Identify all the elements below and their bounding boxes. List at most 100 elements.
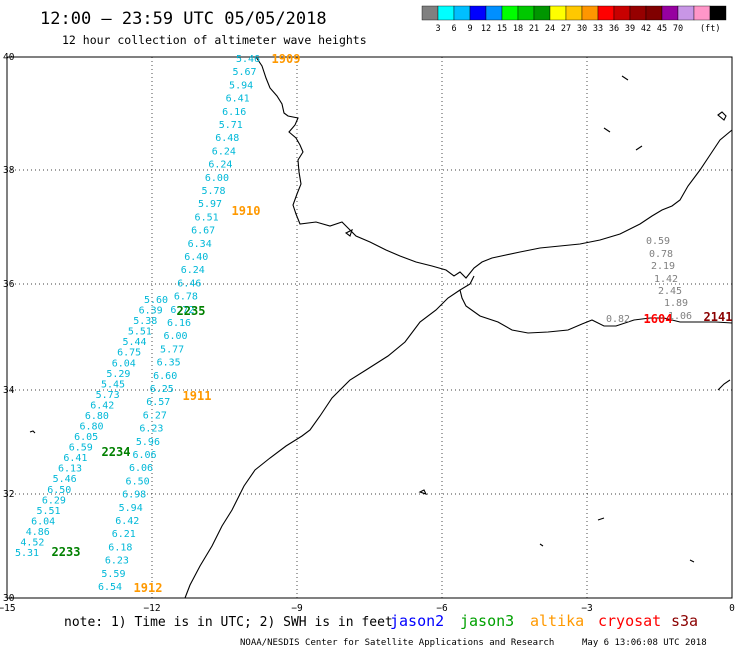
- swh-value: 1.06: [668, 311, 692, 322]
- latitude-tick: 32: [3, 489, 14, 500]
- satellite-name: s3a: [671, 612, 698, 630]
- swh-value: 6.24: [212, 146, 236, 157]
- swh-value: 4.86: [26, 527, 50, 538]
- color-swatch: [485, 5, 503, 21]
- swh-value: 1.89: [664, 298, 688, 309]
- island-madeira: [29, 430, 36, 434]
- swh-value: 5.38: [133, 316, 157, 327]
- swh-value: 6.80: [79, 422, 103, 433]
- swh-value: 6.27: [143, 410, 167, 421]
- swh-value: 6.72: [170, 305, 194, 316]
- color-swatch: [517, 5, 535, 21]
- satellite-name: altika: [530, 612, 584, 630]
- coast-africa-north: [459, 275, 733, 334]
- color-scale-label: 21: [529, 24, 539, 34]
- swh-value: 6.42: [90, 400, 114, 411]
- swh-value: 6.98: [122, 490, 146, 501]
- map-subtitle: 12 hour collection of altimeter wave hei…: [62, 33, 367, 47]
- map-title: 12:00 – 23:59 UTC 05/05/2018: [40, 9, 327, 29]
- swh-value: 6.18: [108, 542, 132, 553]
- swh-value: 6.39: [139, 306, 163, 317]
- timestamp: May 6 13:06:08 UTC 2018: [582, 638, 707, 648]
- color-swatch: [565, 5, 583, 21]
- coast-small-islands: [344, 75, 695, 563]
- pass-id: 1910: [232, 204, 261, 218]
- swh-value: 5.51: [128, 327, 152, 338]
- swh-value: 6.42: [115, 516, 139, 527]
- color-swatch: [501, 5, 519, 21]
- swh-value: 6.80: [85, 411, 109, 422]
- color-swatch: [629, 5, 647, 21]
- swh-value: 6.34: [188, 239, 212, 250]
- swh-value: 5.44: [122, 337, 146, 348]
- graticule: [7, 57, 732, 598]
- track-c-swh-values: 0.59 0.782.19 1.422.451.89 1.06 0.82: [606, 236, 692, 325]
- swh-value: 5.94: [119, 503, 143, 514]
- swh-value: 6.25: [150, 384, 174, 395]
- coast-atlas-inland: [717, 379, 731, 391]
- swh-value: 6.00: [164, 331, 188, 342]
- color-scale-label: 33: [593, 24, 603, 34]
- swh-value: 6.35: [157, 358, 181, 369]
- longitude-tick: −3: [581, 603, 592, 614]
- swh-value: 6.05: [74, 432, 98, 443]
- pass-id: 1909: [272, 52, 301, 66]
- pass-id: 2141: [704, 310, 733, 324]
- color-swatch: [709, 5, 727, 21]
- color-scale-label: 24: [545, 24, 555, 34]
- swh-value: 5.67: [233, 67, 257, 78]
- track-b-swh-values: 5.606.395.385.515.446.756.045.295.455.73…: [15, 295, 168, 559]
- color-scale-label: 27: [561, 24, 571, 34]
- swh-value: 0.59: [646, 236, 670, 247]
- swh-value: 6.04: [112, 358, 136, 369]
- swh-value: 6.23: [139, 424, 163, 435]
- latitude-tick: 30: [3, 593, 15, 604]
- swh-value: 6.04: [31, 516, 55, 527]
- color-scale-label: 42: [641, 24, 651, 34]
- swh-value: 6.24: [181, 265, 205, 276]
- pass-id: 1912: [134, 581, 163, 595]
- swh-value: 0.82: [606, 314, 630, 325]
- map-frame: [6, 56, 733, 599]
- color-scale-label: 9: [467, 24, 472, 34]
- swh-value: 6.75: [117, 348, 141, 359]
- color-swatch: [469, 5, 487, 21]
- swh-value: 6.00: [205, 173, 229, 184]
- swh-value: 6.16: [167, 318, 191, 329]
- color-scale-label: 18: [513, 24, 523, 34]
- longitude-tick: −15: [0, 603, 16, 614]
- color-scale-label: 36: [609, 24, 619, 34]
- latitude-tick: 38: [3, 165, 15, 176]
- satellite-name: jason3: [460, 612, 514, 630]
- swh-value: 6.06: [129, 463, 153, 474]
- satellite-legend: jason2 jason3 altika cryosat s3a: [390, 612, 698, 630]
- axis-tick-labels: −15 −12 −9 −6 −3 0 40 38 36 34 32 30: [0, 52, 735, 614]
- swh-value: 6.23: [105, 556, 129, 567]
- latitude-tick: 34: [3, 385, 15, 396]
- color-swatch: [437, 5, 455, 21]
- color-scale-label: 12: [481, 24, 491, 34]
- swh-value: 5.60: [144, 295, 168, 306]
- swh-value: 5.78: [201, 186, 225, 197]
- color-swatch: [597, 5, 615, 21]
- swh-value: 6.78: [174, 292, 198, 303]
- swh-value: 6.40: [184, 252, 208, 263]
- pass-id: 2235: [177, 304, 206, 318]
- swh-value: 5.45: [101, 379, 125, 390]
- color-scale-label: 15: [497, 24, 507, 34]
- color-scale-label: 45: [657, 24, 667, 34]
- swh-value: 5.73: [96, 390, 120, 401]
- swh-value: 6.41: [226, 94, 250, 105]
- swh-value: 6.67: [191, 226, 215, 237]
- color-swatch: [453, 5, 471, 21]
- swh-value: 6.16: [222, 107, 246, 118]
- longitude-tick: −9: [291, 603, 303, 614]
- swh-value: 6.51: [195, 212, 219, 223]
- swh-value: 6.29: [42, 495, 66, 506]
- swh-value: 6.50: [126, 476, 150, 487]
- swh-value: 5.51: [36, 506, 60, 517]
- footer-note: note: 1) Time is in UTC; 2) SWH is in fe…: [64, 615, 393, 630]
- swh-value: 5.29: [106, 369, 130, 380]
- color-swatch: [549, 5, 567, 21]
